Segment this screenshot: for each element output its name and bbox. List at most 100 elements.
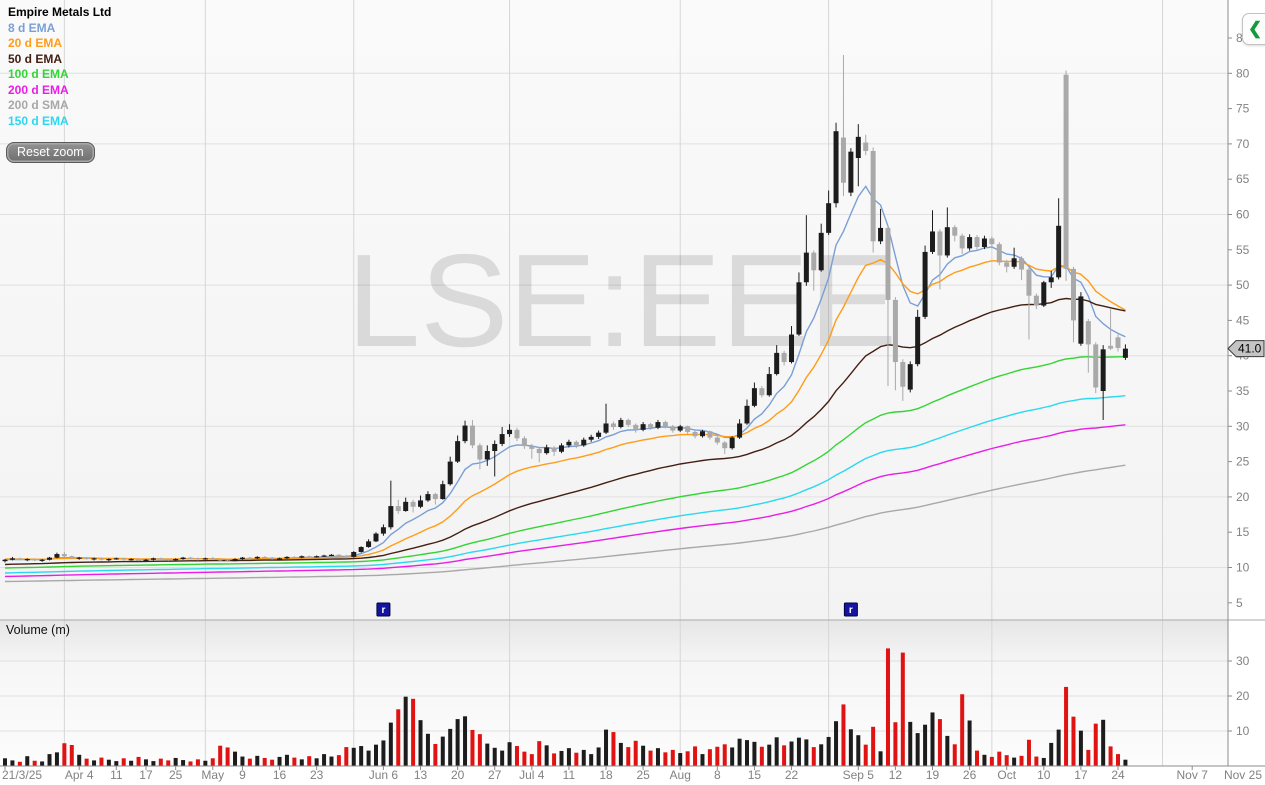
candle-body — [521, 438, 527, 447]
x-tick-label: Aug — [670, 768, 691, 782]
volume-bar — [759, 746, 764, 766]
candle-body — [959, 235, 965, 249]
volume-bar — [915, 733, 920, 766]
volume-bar — [552, 753, 557, 766]
candle-body — [69, 556, 75, 559]
volume-bar — [782, 745, 787, 766]
volume-bar — [322, 754, 327, 766]
candle-body — [76, 557, 82, 559]
volume-bar — [374, 744, 378, 766]
x-tick-label: May — [201, 768, 224, 782]
x-tick-label: 24 — [1111, 768, 1125, 782]
candle-body — [98, 558, 104, 560]
volume-bar — [1056, 729, 1061, 766]
collapse-panel-button[interactable]: ❮ — [1242, 13, 1265, 45]
x-tick-label: Oct — [997, 768, 1016, 782]
reset-zoom-button[interactable]: Reset zoom — [6, 142, 95, 163]
candle-body — [469, 425, 475, 446]
volume-bar — [834, 721, 839, 766]
y-tick-label: 5 — [1236, 596, 1243, 610]
volume-bar — [277, 756, 282, 766]
results-flag[interactable]: r — [843, 602, 858, 617]
volume-bar — [804, 739, 809, 766]
candle-body — [974, 237, 980, 247]
candle-body — [1033, 295, 1039, 306]
candle-body — [54, 554, 60, 558]
volume-bar — [329, 756, 334, 766]
volume-bar — [492, 747, 497, 766]
volume-bar — [767, 744, 772, 766]
volume-bar — [448, 728, 453, 766]
candle-body — [952, 227, 958, 236]
x-tick-label: 26 — [963, 768, 977, 782]
candle-body — [425, 494, 431, 501]
ticker-watermark: LSE:EEE — [347, 227, 897, 374]
volume-bar — [195, 759, 200, 766]
volume-bar — [463, 716, 468, 766]
volume-bar — [411, 698, 416, 766]
candle-body — [751, 388, 757, 406]
candle-body — [655, 422, 661, 428]
volume-bar — [863, 744, 868, 766]
candle-body — [981, 238, 987, 247]
candle-body — [662, 422, 668, 427]
volume-bar — [477, 734, 482, 766]
candle-body — [514, 429, 520, 439]
y-tick-label: 65 — [1236, 172, 1250, 186]
volume-bar — [885, 648, 890, 766]
volume-bar — [774, 737, 779, 766]
volume-bar — [826, 736, 831, 766]
candle-body — [366, 541, 372, 548]
volume-bar — [99, 757, 104, 766]
volume-bar — [730, 747, 735, 766]
candle-body — [158, 558, 164, 560]
candle-body — [826, 203, 832, 233]
candle-body — [239, 557, 245, 560]
volume-bar — [604, 729, 609, 766]
volume-bar — [255, 755, 260, 766]
candle-body — [299, 556, 305, 558]
candle-body — [373, 533, 379, 542]
x-tick-label: 8 — [714, 768, 721, 782]
volume-bar — [270, 759, 275, 766]
volume-bar — [626, 747, 631, 766]
candle-body — [729, 437, 735, 449]
volume-bar — [77, 754, 82, 766]
results-flag[interactable]: r — [376, 602, 391, 617]
candle-body — [24, 559, 30, 561]
volume-bar — [129, 760, 134, 766]
ma-line-100ema — [4, 355, 1126, 569]
candle-body — [892, 299, 898, 363]
volume-bar — [930, 712, 935, 766]
volume-bar — [596, 747, 601, 766]
candle-body — [403, 501, 409, 512]
volume-bar — [1116, 754, 1120, 766]
volume-bar — [952, 744, 957, 766]
candle-body — [113, 558, 119, 560]
volume-bar — [1064, 686, 1069, 766]
candle-body — [811, 252, 817, 271]
volume-bar — [114, 761, 119, 766]
candle-body — [247, 557, 253, 559]
volume-tick-label: 20 — [1236, 689, 1250, 703]
volume-bar — [181, 760, 186, 766]
volume-bar — [173, 757, 178, 766]
candle-body — [699, 431, 705, 437]
price-panel[interactable] — [0, 0, 1228, 620]
x-tick-label: 25 — [169, 768, 183, 782]
candle-body — [150, 558, 156, 560]
candle-body — [432, 494, 438, 500]
candle-body — [618, 419, 624, 428]
volume-bar — [997, 751, 1002, 766]
candle-body — [269, 557, 275, 560]
volume-bar — [54, 752, 59, 766]
volume-bar — [240, 756, 245, 766]
volume-bar — [203, 760, 208, 766]
candle-body — [262, 556, 268, 559]
volume-bar — [529, 754, 534, 766]
volume-bar — [856, 735, 861, 766]
candle-body — [217, 559, 223, 561]
volume-tick-label: 10 — [1236, 724, 1250, 738]
x-tick-label: 9 — [239, 768, 246, 782]
